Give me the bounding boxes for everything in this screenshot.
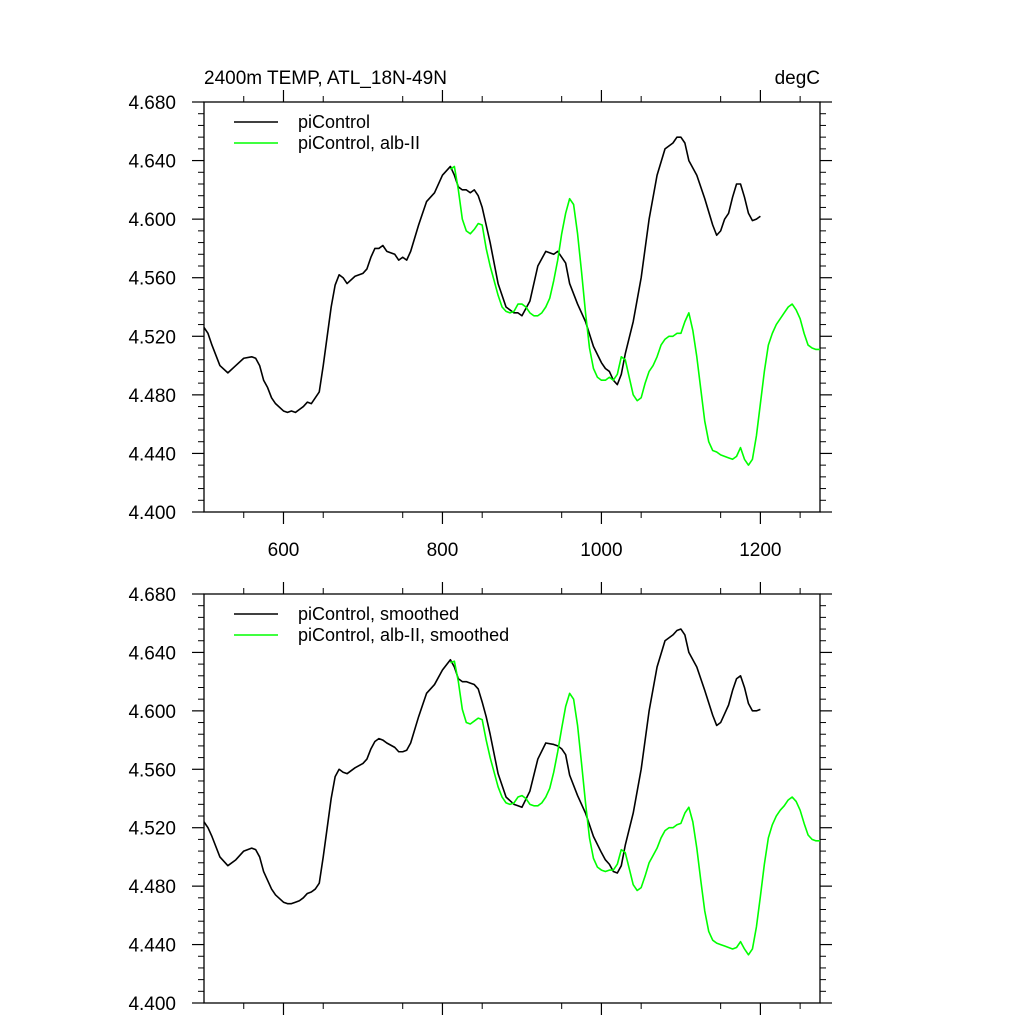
y-tick-label: 4.560 [128,269,176,290]
y-tick-label: 4.640 [128,643,176,664]
y-tick-label: 4.400 [128,994,176,1015]
plot-frame [203,593,821,1004]
y-tick-label: 4.440 [128,444,176,465]
series-line-picontrol [203,628,761,905]
x-tick-label: 1000 [580,540,622,561]
y-tick-label: 4.520 [128,819,176,840]
legend-label: piControl [298,112,370,132]
y-tick-label: 4.480 [128,877,176,898]
x-tick-label: 1200 [739,540,781,561]
units-label: degC [775,68,820,89]
legend-label: piControl, smoothed [298,604,459,624]
y-tick-label: 4.440 [128,936,176,957]
y-tick-label: 4.400 [128,503,176,524]
series-line-picontrol [203,136,761,414]
plot-frame [203,101,821,513]
y-tick-label: 4.680 [128,585,176,606]
x-tick-label: 600 [268,540,300,561]
legend-label: piControl, alb-II, smoothed [298,625,509,645]
y-tick-label: 4.600 [128,702,176,723]
y-tick-label: 4.560 [128,760,176,781]
y-tick-label: 4.680 [128,93,176,114]
y-tick-label: 4.640 [128,152,176,173]
chart-title: 2400m TEMP, ATL_18N-49N [204,68,447,89]
series-line-alb-ii [450,660,820,956]
y-tick-label: 4.520 [128,327,176,348]
bottom-panel: 4.400 4.440 4.480 4.520 4.560 4.600 4.640 4.680… [128,582,832,1015]
y-tick-label: 4.480 [128,386,176,407]
legend-label: piControl, alb-II [298,133,420,153]
top-panel: 2400m TEMP, ATL_18N-49N degC 600 800 1000 1… [128,68,832,561]
series-line-alb-ii [449,165,820,466]
x-tick-label: 800 [427,540,459,561]
y-tick-label: 4.600 [128,210,176,231]
